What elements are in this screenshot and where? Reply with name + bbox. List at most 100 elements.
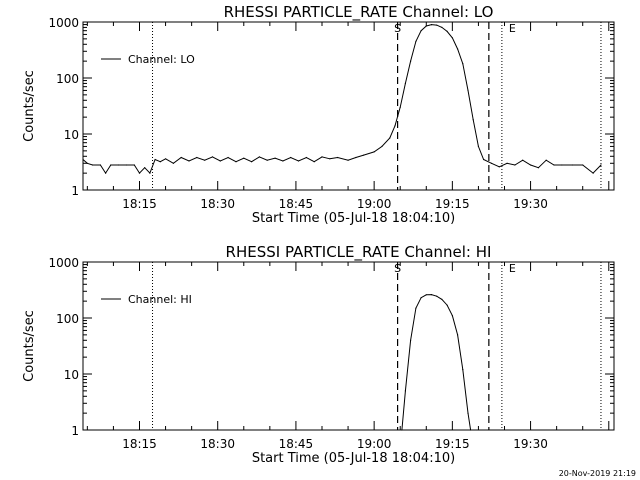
data-point	[582, 164, 584, 166]
data-point	[394, 125, 396, 127]
data-point	[451, 315, 453, 317]
data-point	[462, 369, 464, 371]
y-tick-label: 10	[64, 128, 79, 142]
data-point	[420, 30, 422, 32]
data-point	[329, 158, 331, 160]
data-point	[258, 156, 260, 158]
data-point	[457, 334, 459, 336]
data-point	[305, 156, 307, 159]
data-point	[420, 297, 422, 299]
data-point	[415, 307, 417, 309]
x-axis-label: Start Time (05-Jul-18 18:04:10)	[252, 451, 455, 466]
data-point	[125, 164, 128, 166]
data-point	[537, 167, 540, 169]
data-point	[274, 157, 276, 159]
data-point	[462, 63, 464, 65]
data-point	[86, 162, 88, 164]
x-tick-label: 19:30	[513, 437, 548, 451]
series-line	[82, 24, 602, 175]
chart-panel-2: RHESSI PARTICLE_RATE Channel: HI 1 10 100 10…	[22, 243, 615, 466]
plot-frame	[82, 261, 615, 431]
data-point	[545, 159, 547, 161]
data-point	[467, 89, 469, 91]
data-point	[404, 390, 406, 392]
data-point	[457, 48, 459, 50]
y-axis-label: Counts/sec	[22, 70, 37, 142]
data-point	[290, 156, 292, 159]
data-point	[373, 151, 375, 153]
data-point	[553, 164, 555, 166]
y-tick-label: 100	[56, 312, 79, 326]
data-point	[204, 159, 206, 161]
x-tick-label: 18:15	[122, 437, 157, 451]
x-tick-label: 18:45	[279, 197, 314, 211]
data-point	[498, 166, 500, 168]
data-point	[381, 145, 383, 147]
data-point	[451, 37, 453, 39]
data-point	[196, 156, 198, 159]
data-point	[133, 164, 135, 166]
data-point	[514, 164, 516, 166]
data-point	[401, 429, 403, 431]
data-point	[297, 160, 300, 162]
data-point	[243, 157, 245, 159]
data-point	[600, 164, 602, 166]
data-point	[470, 429, 472, 431]
data-point	[92, 164, 94, 166]
data-point	[347, 159, 349, 161]
data-point	[430, 294, 433, 296]
data-point	[446, 30, 448, 32]
x-axis-label: Start Time (05-Jul-18 18:04:10)	[252, 211, 455, 226]
data-point	[490, 162, 493, 164]
data-point	[337, 156, 339, 159]
data-point	[219, 160, 221, 162]
y-tick-label: 10	[64, 368, 79, 382]
x-tick-label: 19:15	[435, 197, 470, 211]
x-tick-label: 18:30	[200, 437, 235, 451]
data-point	[441, 26, 443, 28]
x-tick-label: 19:30	[513, 197, 548, 211]
data-point	[472, 119, 474, 121]
data-point	[266, 159, 268, 161]
data-point	[477, 145, 479, 147]
data-point	[404, 82, 406, 84]
data-point	[355, 156, 357, 159]
y-tick-label: 1000	[48, 16, 79, 30]
data-point	[188, 160, 190, 162]
x-tick-label: 18:30	[200, 197, 235, 211]
data-point	[313, 161, 315, 163]
series-line	[401, 294, 472, 431]
data-point	[430, 24, 433, 26]
data-point	[82, 158, 84, 161]
data-point	[144, 167, 146, 169]
y-tick-label: 1	[71, 184, 79, 198]
data-point	[410, 60, 412, 62]
x-tick-label: 19:15	[435, 437, 470, 451]
chart-title: RHESSI PARTICLE_RATE Channel: HI	[226, 243, 492, 262]
data-point	[441, 298, 443, 300]
data-point	[425, 294, 427, 296]
data-point	[227, 156, 229, 159]
data-point	[522, 159, 524, 161]
plot-frame	[82, 21, 615, 191]
data-point	[211, 156, 214, 158]
data-point	[530, 164, 532, 166]
data-point	[180, 156, 182, 159]
legend-label: Channel: HI	[128, 293, 192, 306]
data-point	[561, 164, 563, 166]
data-point	[154, 158, 156, 161]
marker-label-s: S	[394, 262, 401, 275]
x-tick-label: 19:00	[357, 197, 392, 211]
data-point	[467, 412, 469, 414]
data-point	[235, 161, 237, 163]
footer-timestamp: 20-Nov-2019 21:19	[559, 469, 636, 478]
data-point	[363, 154, 365, 156]
x-tick-label: 18:45	[279, 437, 314, 451]
y-axis-label: Counts/sec	[22, 310, 37, 382]
data-point	[399, 106, 401, 108]
x-tick-label: 19:00	[357, 437, 392, 451]
data-point	[571, 164, 573, 166]
y-tick-label: 1	[71, 424, 79, 438]
data-point	[251, 161, 253, 163]
